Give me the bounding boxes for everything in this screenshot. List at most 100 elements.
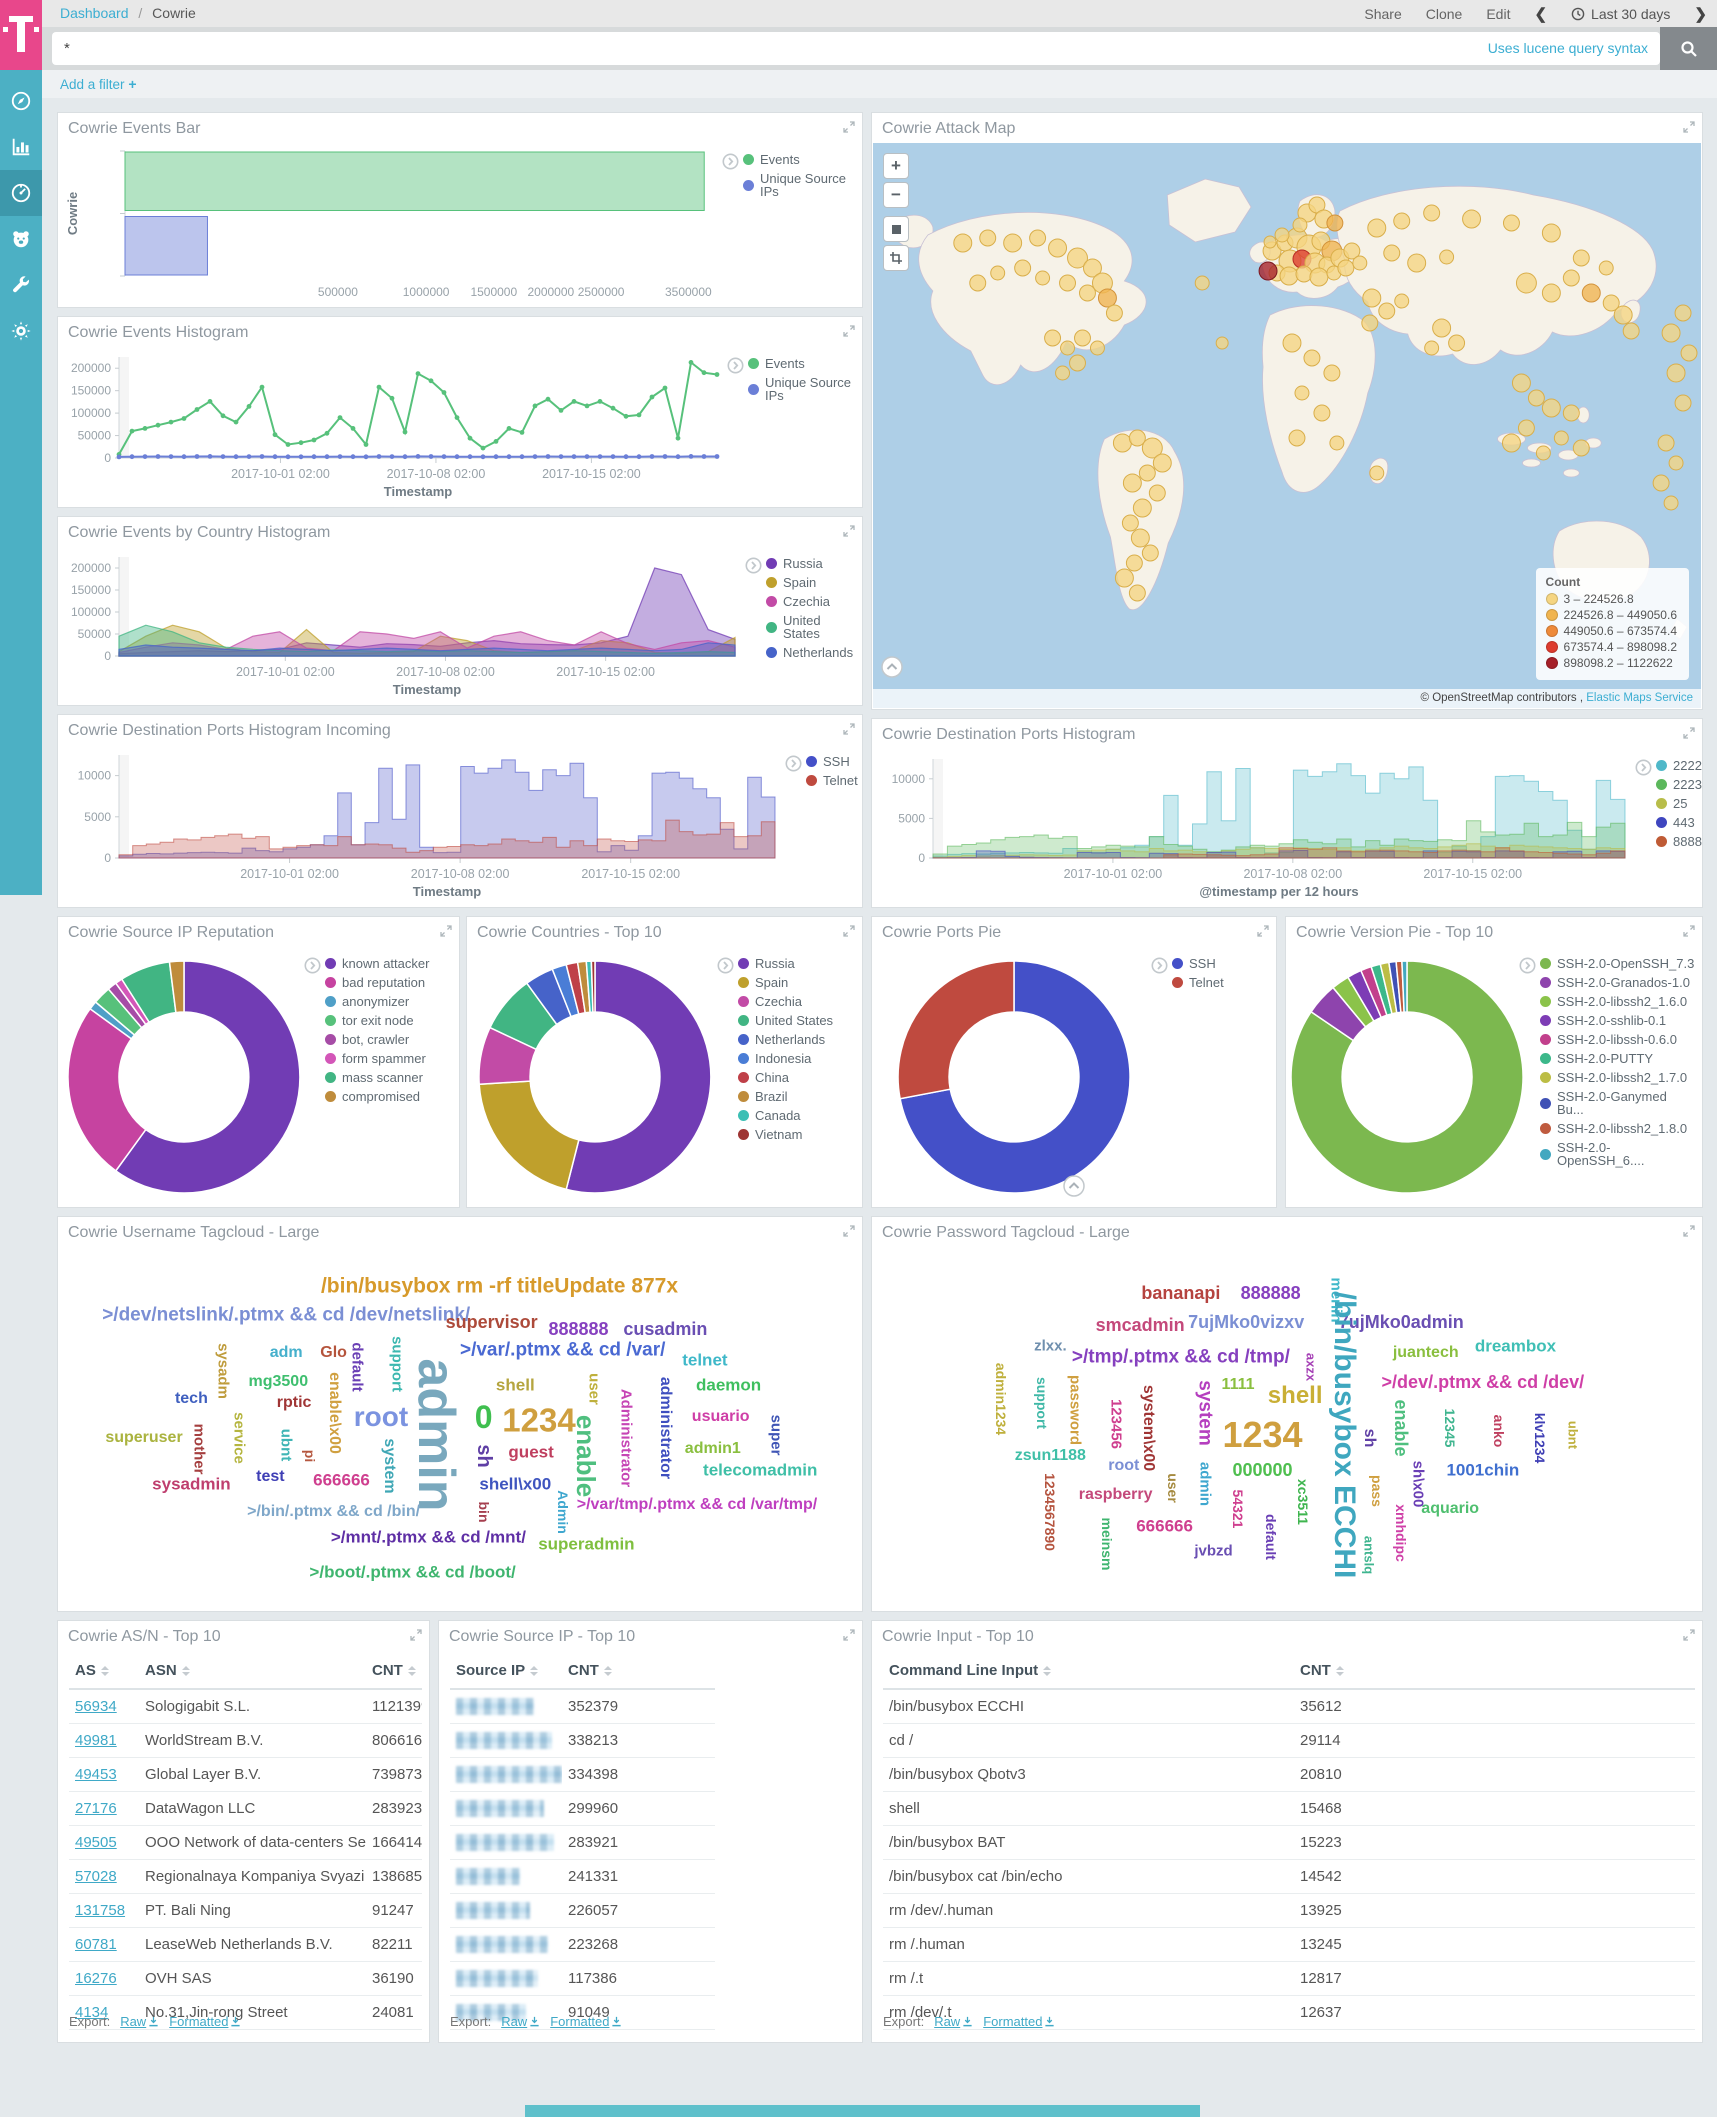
tag-word[interactable]: ubnt <box>1565 1420 1581 1449</box>
tag-word[interactable]: system\x00 <box>1140 1384 1158 1471</box>
column-header[interactable]: AS <box>69 1653 139 1690</box>
map-bubble[interactable] <box>1517 419 1535 437</box>
legend-item[interactable]: anonymizer <box>325 995 429 1008</box>
legend-item[interactable]: tor exit node <box>325 1014 429 1027</box>
legend-item[interactable]: SSH-2.0-Granados-1.0 <box>1540 976 1697 989</box>
map-bubble[interactable] <box>1343 242 1361 260</box>
expand-icon[interactable] <box>843 524 855 542</box>
tag-word[interactable]: zlxx. <box>1034 1337 1067 1355</box>
map-bubble[interactable] <box>1661 323 1681 343</box>
tag-word[interactable]: meinsm <box>1099 1517 1116 1571</box>
sidebar-item-monitoring[interactable] <box>0 216 42 262</box>
tag-word[interactable]: 666666 <box>313 1470 370 1490</box>
map-bubble[interactable] <box>1362 288 1382 308</box>
as-number-link[interactable]: 49981 <box>75 1732 117 1749</box>
map-bubble[interactable] <box>1279 266 1299 286</box>
map-bubble[interactable] <box>1541 398 1561 418</box>
map-bubble[interactable] <box>1069 354 1086 372</box>
pie-slice[interactable] <box>590 959 596 1013</box>
map-bubble[interactable] <box>1303 349 1321 367</box>
map-bubble[interactable] <box>1089 340 1105 356</box>
tag-word[interactable]: super <box>767 1414 785 1455</box>
tag-word[interactable]: enable <box>1391 1398 1412 1457</box>
map-bubble[interactable] <box>1288 429 1306 447</box>
tag-word[interactable]: system <box>380 1438 398 1494</box>
pie-slice[interactable] <box>564 959 712 1194</box>
tag-word[interactable]: aquario <box>1421 1499 1480 1517</box>
legend-item[interactable]: SSH <box>1172 957 1224 970</box>
tag-word[interactable]: admin1 <box>684 1439 741 1457</box>
map-bubble[interactable] <box>1105 304 1123 322</box>
tag-word[interactable]: 7ujMko0vizxv <box>1188 1311 1305 1332</box>
attack-map-canvas[interactable]: + − Count 3 – 224526.8 224526.8 – 449050.6 44… <box>873 143 1701 708</box>
expand-icon[interactable] <box>410 1628 422 1646</box>
legend-item[interactable]: SSH-2.0-libssh2_1.7.0 <box>1540 1071 1697 1084</box>
map-bubble[interactable] <box>1003 233 1023 253</box>
time-picker[interactable]: Last 30 days <box>1571 6 1670 22</box>
map-bubble[interactable] <box>1194 275 1210 291</box>
sort-icon[interactable] <box>1043 1666 1052 1677</box>
legend-item[interactable]: mass scanner <box>325 1071 429 1084</box>
map-bubble[interactable] <box>1369 465 1385 481</box>
tag-word[interactable]: juantech <box>1392 1344 1459 1362</box>
tag-word[interactable]: pass <box>1368 1475 1385 1507</box>
legend-item[interactable]: Vietnam <box>738 1128 833 1141</box>
tag-word[interactable]: service <box>230 1412 248 1464</box>
map-bubble[interactable] <box>1622 322 1640 340</box>
map-bubble[interactable] <box>1148 484 1166 502</box>
column-header[interactable]: Source IP <box>450 1653 562 1690</box>
legend-toggle-icon[interactable] <box>1519 957 1536 977</box>
as-number-link[interactable]: 27176 <box>75 1800 117 1817</box>
expand-icon[interactable] <box>843 924 855 942</box>
export-raw-link[interactable]: Raw <box>934 2014 961 2029</box>
tag-word[interactable]: bananapi <box>1141 1283 1221 1304</box>
legend-item[interactable]: Spain <box>766 576 857 589</box>
expand-icon[interactable] <box>1683 120 1695 138</box>
as-number-link[interactable]: 57028 <box>75 1868 117 1885</box>
map-bubble[interactable] <box>1501 433 1521 453</box>
map-bubble[interactable] <box>1448 334 1466 352</box>
map-bubble[interactable] <box>1652 474 1670 492</box>
tag-word[interactable]: shell <box>495 1375 535 1395</box>
elastic-maps-link[interactable]: Elastic Maps Service <box>1586 692 1693 704</box>
legend-item[interactable]: SSH-2.0-libssh2_1.8.0 <box>1540 1122 1697 1135</box>
tag-word[interactable]: telnet <box>682 1350 728 1370</box>
map-bubble[interactable] <box>1439 249 1455 265</box>
map-extent-button[interactable] <box>883 216 909 242</box>
tag-word[interactable]: anko <box>1491 1414 1508 1448</box>
map-bubble[interactable] <box>1393 212 1411 230</box>
tag-word[interactable]: user <box>1164 1472 1181 1503</box>
tag-word[interactable]: jvbzd <box>1194 1542 1233 1560</box>
map-bubble[interactable] <box>1097 288 1117 308</box>
tag-word[interactable]: 1001chin <box>1446 1460 1520 1480</box>
as-number-link[interactable]: 49505 <box>75 1834 117 1851</box>
as-number-link[interactable]: 131758 <box>75 1902 126 1919</box>
tag-word[interactable]: telecomadmin <box>703 1460 818 1480</box>
legend-toggle-icon[interactable] <box>1635 759 1652 779</box>
tag-word[interactable]: tech <box>174 1390 208 1408</box>
map-filter-button[interactable] <box>883 245 909 271</box>
export-raw-link[interactable]: Raw <box>120 2014 147 2029</box>
map-bubble[interactable] <box>1598 260 1614 276</box>
tag-word[interactable]: /bin/busybox rm -rf titleUpdate 877x <box>320 1274 679 1298</box>
legend-item[interactable]: SSH-2.0-sshlib-0.1 <box>1540 1014 1697 1027</box>
tag-word[interactable]: axzx <box>1303 1353 1319 1382</box>
expand-icon[interactable] <box>1683 1224 1695 1242</box>
map-bubble[interactable] <box>1541 283 1561 303</box>
sort-icon[interactable] <box>407 1666 416 1677</box>
map-bubble[interactable] <box>1407 253 1427 273</box>
map-bubble[interactable] <box>1572 439 1590 457</box>
map-bubble[interactable] <box>953 233 973 253</box>
tag-word[interactable]: dreambox <box>1474 1336 1557 1356</box>
tag-word[interactable]: sysadmin <box>152 1474 231 1494</box>
legend-item[interactable]: compromised <box>325 1090 429 1103</box>
expand-icon[interactable] <box>843 1628 855 1646</box>
tag-word[interactable]: root <box>1108 1457 1140 1475</box>
map-bubble[interactable] <box>1680 344 1698 362</box>
tag-word[interactable]: mg3500 <box>248 1372 309 1390</box>
tag-word[interactable]: >/tmp/.ptmx && cd /tmp/ <box>1071 1346 1290 1368</box>
tag-word[interactable]: superadmin <box>538 1534 635 1554</box>
legend-item[interactable]: United States <box>766 614 857 640</box>
column-header[interactable]: CNT <box>562 1653 715 1690</box>
map-bubble[interactable] <box>1502 214 1520 232</box>
